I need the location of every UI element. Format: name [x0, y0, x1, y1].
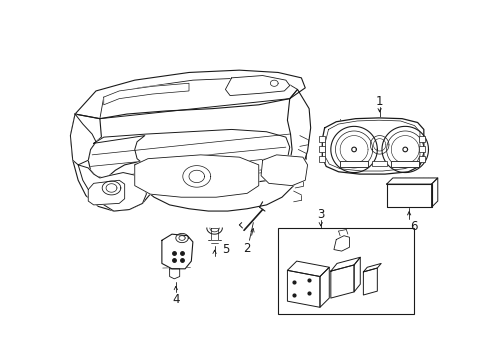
Polygon shape	[353, 257, 360, 292]
Polygon shape	[319, 267, 328, 307]
Polygon shape	[169, 269, 179, 279]
Polygon shape	[78, 165, 146, 211]
Bar	[390, 161, 418, 167]
Polygon shape	[363, 264, 381, 272]
Polygon shape	[135, 155, 258, 197]
Bar	[319, 136, 324, 142]
Polygon shape	[94, 130, 289, 176]
Text: 1: 1	[375, 95, 383, 108]
Bar	[319, 156, 324, 162]
Bar	[278, 228, 413, 314]
Bar	[371, 161, 386, 166]
Polygon shape	[330, 265, 353, 298]
Polygon shape	[386, 184, 431, 207]
Polygon shape	[322, 118, 423, 174]
Polygon shape	[363, 268, 377, 295]
Text: 2: 2	[243, 242, 250, 255]
Polygon shape	[162, 234, 192, 269]
Text: 5: 5	[222, 243, 229, 256]
Bar	[319, 145, 324, 152]
Polygon shape	[330, 257, 360, 271]
Text: 3: 3	[316, 208, 324, 221]
Bar	[418, 156, 424, 162]
Text: 6: 6	[409, 220, 417, 233]
Polygon shape	[150, 89, 310, 211]
Polygon shape	[386, 178, 437, 184]
Polygon shape	[70, 114, 96, 165]
Polygon shape	[333, 236, 349, 251]
Polygon shape	[88, 180, 124, 205]
Polygon shape	[210, 228, 218, 240]
Polygon shape	[287, 270, 319, 307]
Polygon shape	[431, 178, 437, 207]
Text: 4: 4	[172, 293, 179, 306]
Polygon shape	[103, 83, 189, 105]
Polygon shape	[225, 76, 289, 95]
Bar	[418, 145, 424, 152]
Polygon shape	[70, 114, 154, 211]
Bar	[418, 136, 424, 142]
Bar	[340, 161, 367, 167]
Polygon shape	[75, 70, 305, 119]
Polygon shape	[261, 155, 307, 186]
Polygon shape	[287, 261, 328, 276]
